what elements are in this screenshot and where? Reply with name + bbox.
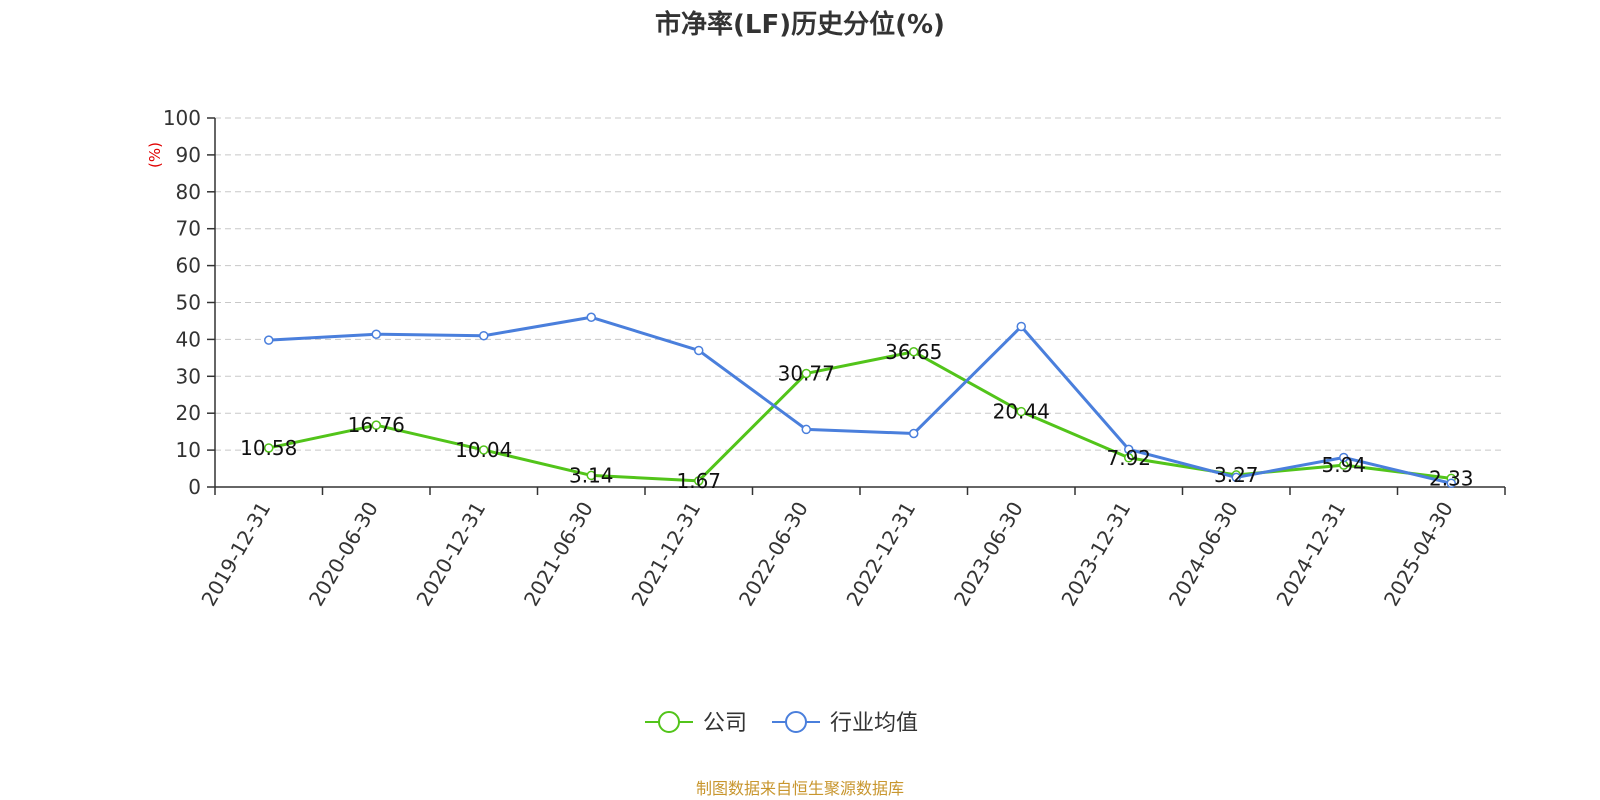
grid-layer — [215, 117, 1505, 451]
data-point — [1339, 452, 1349, 463]
data-label: 2.33 — [1429, 466, 1474, 490]
data-point — [479, 445, 489, 455]
y-tick-label: 100 — [163, 106, 201, 130]
x-tick-label: 2024-12-31 — [1271, 498, 1350, 611]
data-label: 16.76 — [348, 413, 405, 437]
data-point — [1016, 406, 1026, 417]
data-label: 20.44 — [993, 400, 1050, 424]
y-tick-label: 40 — [176, 327, 201, 351]
data-point — [479, 330, 489, 341]
data-label-layer: 10.58 16.76 10.04 3.14 1.67 30.77 36.65 20.44 7.… — [240, 340, 1473, 493]
x-tick-label: 2025-04-30 — [1379, 498, 1458, 611]
data-point — [909, 428, 919, 439]
x-tick-label: 2021-06-30 — [519, 498, 598, 611]
legend-marker-icon[interactable] — [785, 711, 807, 733]
y-tick-label: 30 — [176, 364, 201, 388]
x-tick-label: 2024-06-30 — [1164, 498, 1243, 611]
data-point — [1016, 321, 1026, 332]
data-point — [371, 420, 381, 430]
x-tick-label: 2021-12-31 — [626, 498, 705, 611]
data-point — [801, 368, 811, 379]
data-label: 30.77 — [778, 361, 835, 385]
data-point — [909, 347, 919, 357]
data-label: 10.04 — [455, 438, 512, 462]
series-line-industry-average — [268, 315, 1452, 485]
x-tick-label: 2023-06-30 — [949, 498, 1028, 611]
y-tick-label: 70 — [176, 217, 201, 241]
legend-label[interactable]: 行业均值 — [830, 711, 918, 736]
y-tick-label: 50 — [176, 291, 201, 315]
data-point — [264, 335, 274, 345]
data-label: 3.27 — [1214, 463, 1259, 487]
series-line-company — [268, 350, 1452, 483]
y-tick-label: 20 — [176, 401, 201, 425]
axis-layer: 0 10 20 30 40 50 60 70 80 90 100 2019-12-31 2020-06-… — [163, 106, 1506, 611]
data-label: 7.92 — [1106, 446, 1151, 470]
y-axis-unit-label: (%) — [146, 142, 164, 168]
x-tick-label: 2020-12-31 — [411, 498, 490, 611]
legend-label[interactable]: 公司 — [703, 711, 747, 736]
y-tick-label: 80 — [176, 180, 201, 204]
data-label: 10.58 — [240, 436, 297, 460]
legend[interactable]: 公司 行业均值 — [645, 711, 918, 736]
x-tick-label: 2019-12-31 — [196, 498, 275, 611]
data-label: 5.94 — [1321, 453, 1366, 477]
data-point — [264, 443, 274, 453]
data-label: 3.14 — [569, 463, 614, 487]
data-point — [801, 424, 811, 435]
y-tick-label: 10 — [176, 438, 201, 462]
y-tick-label: 90 — [176, 143, 201, 167]
data-label: 36.65 — [885, 340, 942, 364]
data-point — [694, 476, 704, 486]
data-label: 1.67 — [676, 469, 721, 493]
series-layer — [264, 312, 1456, 489]
data-point — [586, 470, 596, 481]
data-point — [1124, 444, 1134, 455]
y-tick-label: 0 — [188, 475, 201, 499]
x-tick-label: 2022-12-31 — [841, 498, 920, 611]
x-tick-label: 2023-12-31 — [1056, 498, 1135, 611]
data-point — [1231, 472, 1241, 483]
source-note: 制图数据来自恒生聚源数据库 — [696, 779, 904, 798]
data-point — [1446, 478, 1456, 489]
x-tick-label: 2022-06-30 — [734, 498, 813, 611]
data-point — [694, 345, 704, 356]
chart-title: 市净率(LF)历史分位(%) — [655, 9, 945, 40]
y-tick-label: 60 — [176, 254, 201, 278]
data-point — [586, 312, 596, 323]
legend-marker-icon[interactable] — [658, 711, 680, 733]
data-point — [371, 329, 381, 339]
x-tick-label: 2020-06-30 — [304, 498, 383, 611]
